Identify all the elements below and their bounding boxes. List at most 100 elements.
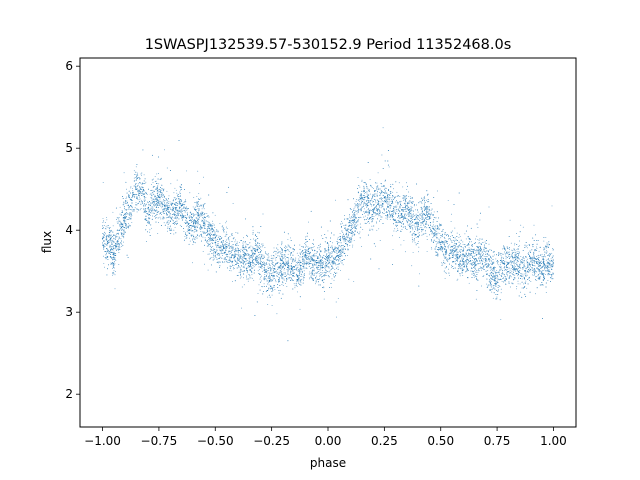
- observation-point: [216, 245, 218, 247]
- observation-point: [425, 213, 427, 214]
- observation-point: [199, 217, 200, 219]
- observation-point: [342, 264, 344, 266]
- observation-point: [294, 260, 296, 262]
- observation-point: [128, 207, 130, 209]
- observation-point: [529, 280, 531, 281]
- observation-point: [441, 251, 443, 253]
- observation-point: [196, 195, 198, 197]
- observation-point: [419, 273, 420, 275]
- observation-point: [394, 209, 396, 211]
- observation-point: [515, 263, 517, 264]
- observation-point: [503, 251, 505, 253]
- observation-point: [301, 263, 303, 264]
- observation-point: [522, 273, 524, 275]
- observation-point: [424, 198, 426, 200]
- observation-point: [396, 195, 398, 197]
- observation-point: [300, 280, 302, 282]
- observation-point: [512, 255, 514, 257]
- observation-point: [510, 242, 512, 244]
- observation-point: [142, 203, 143, 204]
- observation-point: [214, 227, 216, 228]
- observation-point: [140, 173, 142, 175]
- observation-point: [187, 228, 189, 230]
- data-point: [440, 241, 442, 244]
- observation-point: [544, 274, 546, 275]
- observation-point: [343, 247, 345, 249]
- observation-point: [375, 200, 376, 202]
- observation-point: [247, 259, 248, 261]
- observation-point: [545, 252, 547, 254]
- observation-point: [435, 233, 437, 235]
- observation-point: [287, 260, 289, 262]
- observation-point: [399, 205, 401, 207]
- observation-point: [226, 228, 228, 230]
- observation-point: [418, 228, 420, 230]
- observation-point: [323, 286, 325, 288]
- observation-point: [411, 265, 413, 267]
- observation-point: [129, 218, 131, 219]
- observation-point: [426, 250, 428, 252]
- observation-point: [123, 241, 124, 243]
- observation-point: [341, 260, 343, 262]
- observation-point: [267, 257, 269, 259]
- observation-point: [474, 267, 475, 269]
- observation-point: [339, 246, 341, 248]
- observation-point: [313, 256, 315, 258]
- observation-point: [549, 252, 550, 254]
- observation-point: [213, 255, 215, 256]
- observation-point: [490, 262, 492, 264]
- observation-point: [349, 245, 351, 246]
- observation-point: [131, 209, 133, 211]
- observation-point: [461, 272, 463, 274]
- observation-point: [468, 247, 470, 249]
- observation-point: [437, 232, 439, 234]
- observation-point: [540, 268, 542, 269]
- observation-point: [105, 226, 107, 228]
- observation-point: [133, 177, 135, 179]
- observation-point: [420, 222, 421, 224]
- observation-point: [366, 193, 368, 195]
- observation-point: [422, 221, 423, 223]
- observation-point: [160, 203, 162, 205]
- observation-point: [483, 258, 485, 260]
- observation-point: [491, 268, 492, 270]
- observation-point: [132, 190, 134, 192]
- observation-point: [540, 260, 542, 262]
- observation-point: [281, 271, 283, 273]
- observation-point: [525, 268, 527, 270]
- observation-point: [261, 267, 263, 269]
- observation-point: [134, 207, 136, 209]
- observation-point: [475, 238, 476, 240]
- observation-point: [393, 207, 395, 209]
- observation-point: [418, 251, 419, 253]
- observation-point: [509, 262, 511, 264]
- observation-point: [386, 218, 388, 220]
- observation-point: [514, 244, 515, 246]
- observation-point: [442, 233, 443, 235]
- observation-point: [482, 249, 484, 251]
- observation-point: [229, 270, 231, 271]
- observation-point: [378, 209, 380, 211]
- observation-point: [384, 193, 385, 195]
- observation-point: [281, 284, 283, 286]
- observation-point: [292, 251, 294, 253]
- observation-point: [253, 279, 255, 281]
- observation-point: [548, 265, 550, 267]
- observation-point: [122, 223, 123, 225]
- observation-point: [112, 250, 114, 252]
- observation-point: [327, 263, 329, 265]
- observation-point: [496, 270, 498, 272]
- observation-point: [462, 241, 464, 243]
- observation-point: [152, 208, 154, 210]
- observation-point: [335, 249, 337, 251]
- observation-point: [470, 248, 472, 250]
- observation-point: [425, 202, 426, 204]
- observation-point: [297, 277, 299, 279]
- observation-point: [434, 227, 436, 229]
- observation-point: [237, 260, 238, 262]
- observation-point: [273, 251, 274, 253]
- observation-point: [316, 272, 318, 274]
- observation-point: [371, 187, 373, 188]
- observation-point: [104, 224, 105, 226]
- observation-point: [303, 254, 305, 256]
